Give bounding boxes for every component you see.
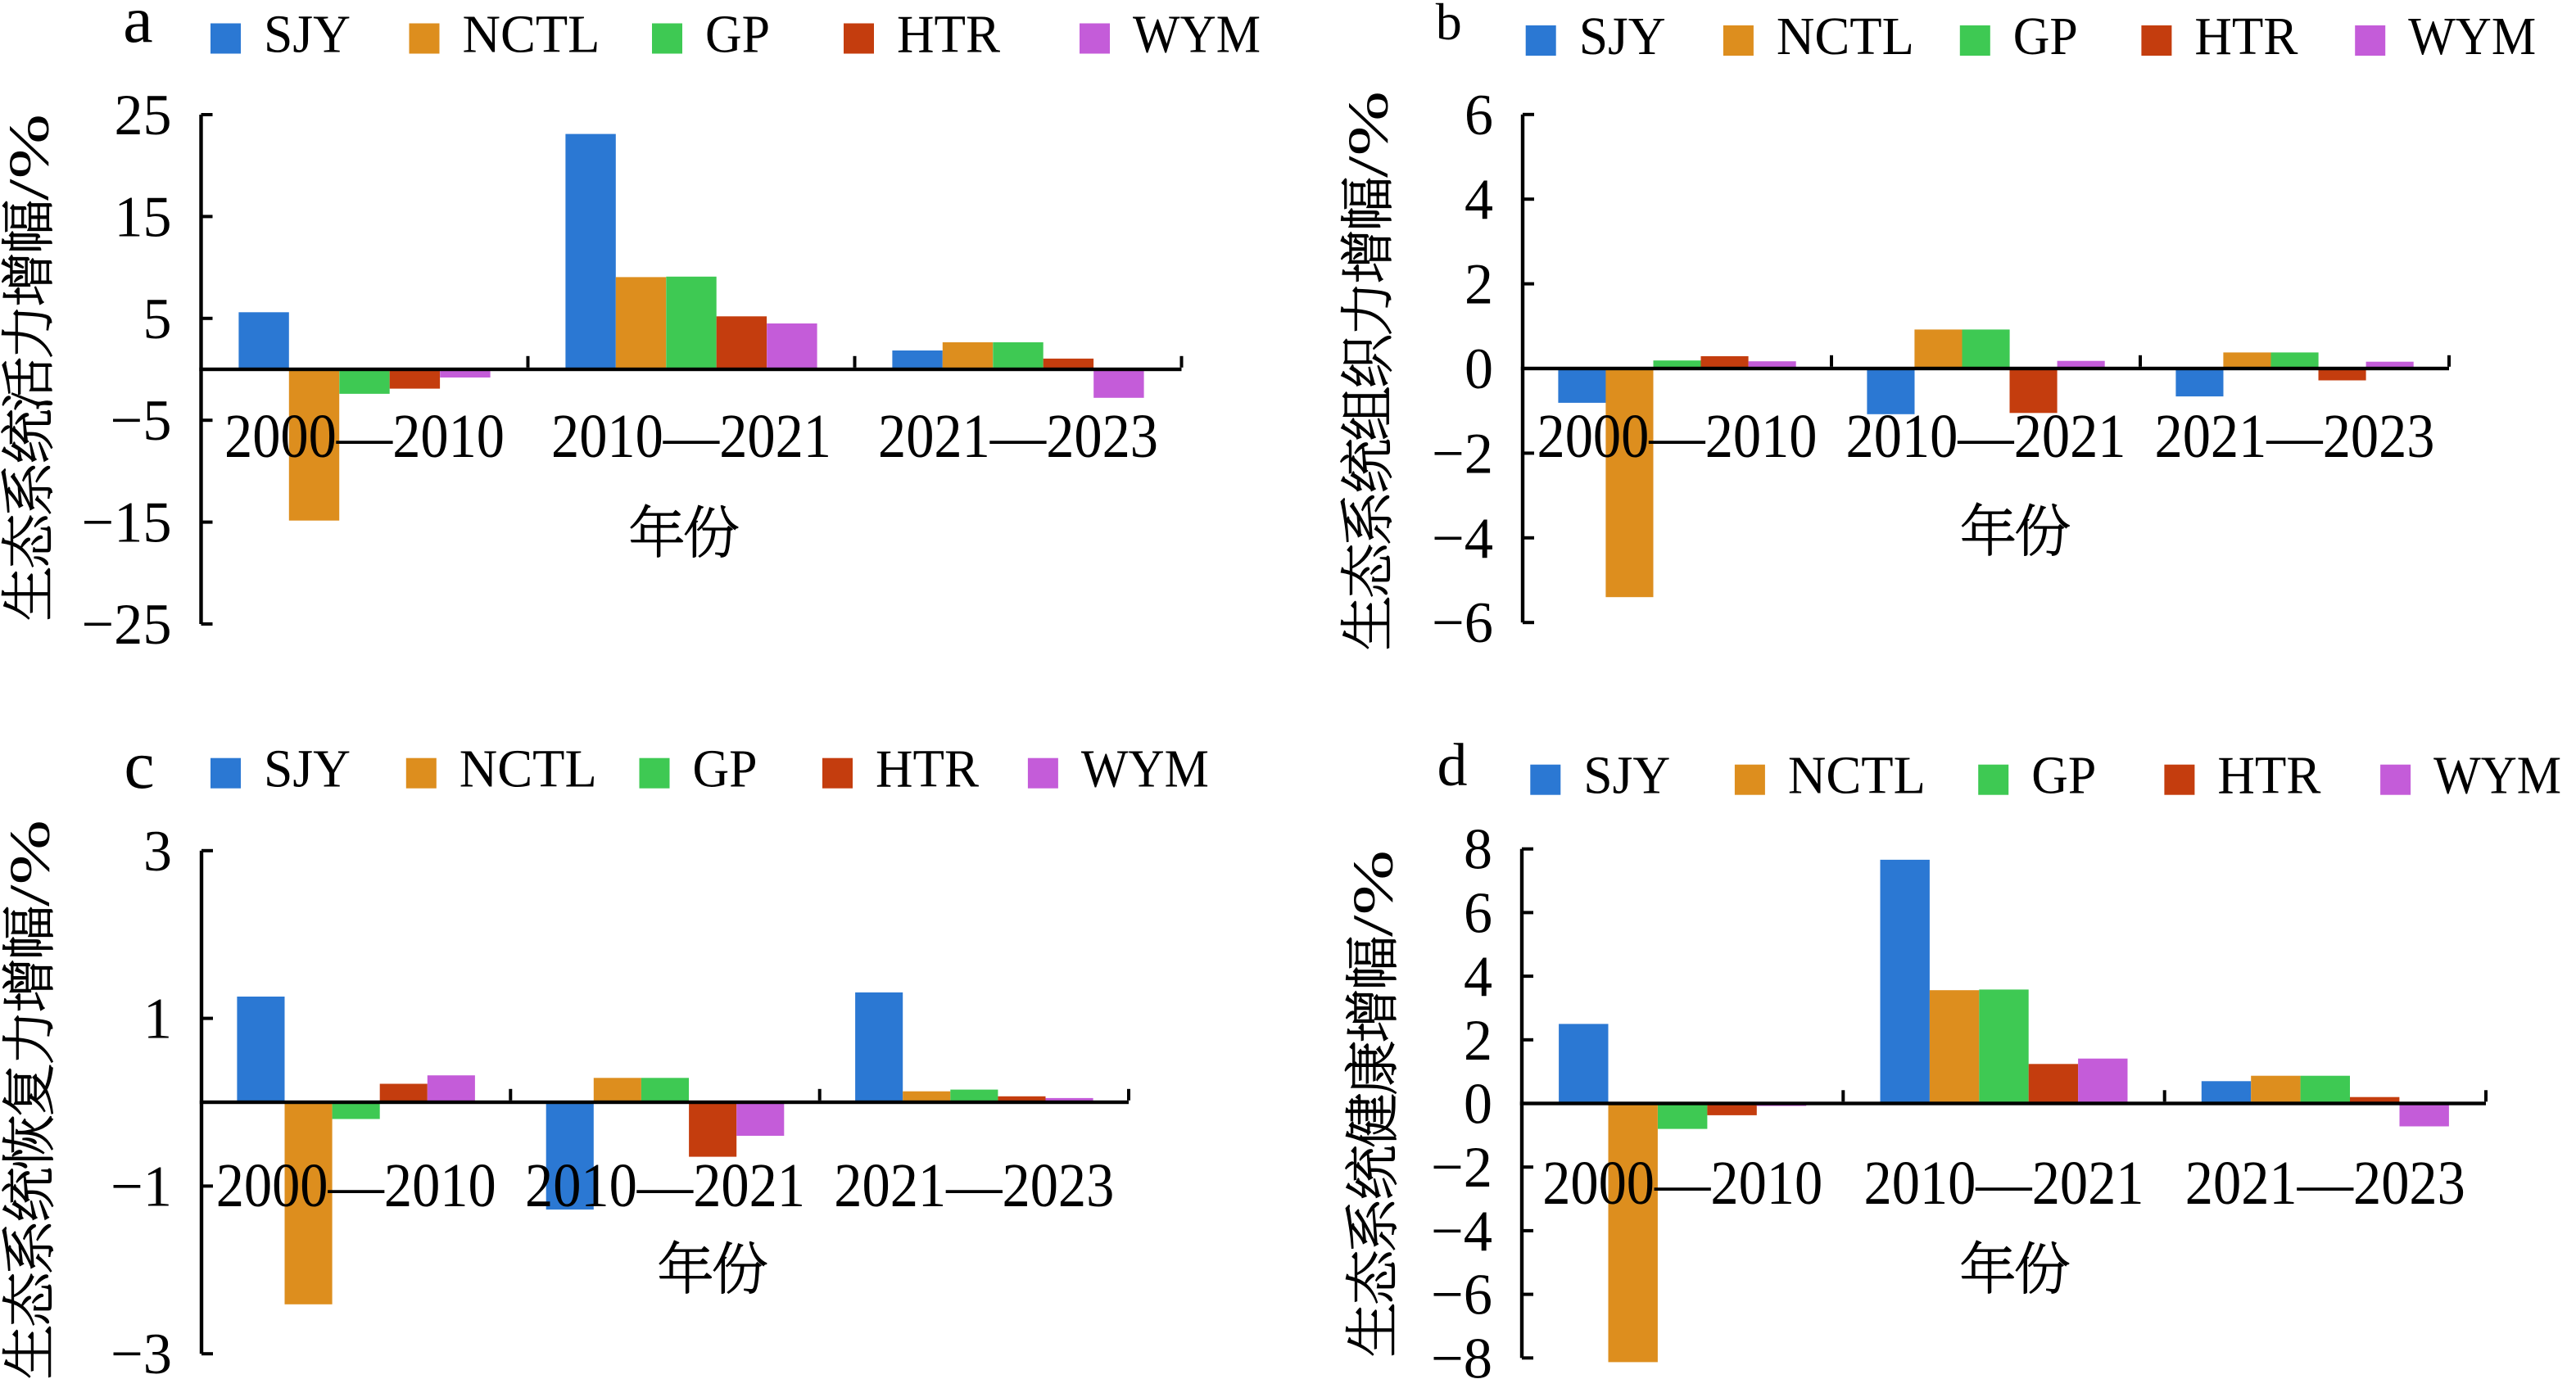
svg-text:4: 4 (1465, 168, 1493, 232)
svg-text:2000—2010: 2000—2010 (224, 402, 505, 471)
svg-text:5: 5 (143, 287, 172, 351)
svg-text:−2: −2 (1431, 1136, 1492, 1200)
svg-text:GP: GP (2013, 7, 2078, 66)
svg-text:−25: −25 (82, 593, 172, 657)
svg-text:GP: GP (2031, 746, 2096, 806)
svg-text:2021—2023: 2021—2023 (2155, 402, 2435, 471)
svg-text:d: d (1437, 732, 1468, 799)
svg-text:2021—2023: 2021—2023 (834, 1151, 1114, 1220)
svg-text:2021—2023: 2021—2023 (878, 402, 1158, 471)
svg-text:6: 6 (1464, 881, 1492, 945)
svg-text:b: b (1436, 0, 1462, 51)
svg-text:−15: −15 (82, 491, 172, 555)
svg-text:2010—2021: 2010—2021 (525, 1151, 805, 1220)
svg-text:/%: /% (0, 114, 61, 201)
svg-text:NCTL: NCTL (460, 739, 597, 799)
svg-text:NCTL: NCTL (463, 5, 600, 65)
svg-text:HTR: HTR (897, 5, 1000, 65)
svg-text:/%: /% (0, 820, 61, 907)
svg-text:15: 15 (115, 185, 172, 249)
svg-text:2: 2 (1464, 1009, 1492, 1073)
svg-text:GP: GP (693, 739, 758, 799)
svg-text:3: 3 (143, 820, 172, 884)
svg-text:−6: −6 (1431, 1264, 1492, 1327)
svg-text:4: 4 (1464, 945, 1492, 1009)
svg-text:0: 0 (1464, 1073, 1492, 1137)
svg-text:−3: −3 (111, 1322, 172, 1379)
svg-text:SJY: SJY (264, 5, 351, 65)
svg-text:WYM: WYM (1133, 5, 1261, 65)
svg-text:SJY: SJY (264, 739, 351, 799)
svg-text:2010—2021: 2010—2021 (1846, 402, 2126, 471)
svg-text:1: 1 (143, 988, 172, 1051)
svg-text:−6: −6 (1432, 591, 1493, 655)
svg-text:2: 2 (1465, 253, 1493, 317)
svg-text:SJY: SJY (1583, 746, 1670, 806)
svg-text:HTR: HTR (876, 739, 979, 799)
svg-text:c: c (124, 727, 154, 803)
svg-text:6: 6 (1465, 84, 1493, 147)
svg-text:−4: −4 (1431, 1200, 1492, 1264)
svg-text:2000—2010: 2000—2010 (1537, 402, 1818, 471)
svg-text:SJY: SJY (1579, 7, 1666, 66)
svg-text:2010—2021: 2010—2021 (551, 402, 831, 471)
svg-text:2000—2010: 2000—2010 (216, 1151, 496, 1220)
svg-text:/%: /% (1342, 850, 1405, 937)
svg-text:HTR: HTR (2217, 746, 2320, 806)
svg-text:NCTL: NCTL (1777, 7, 1914, 66)
svg-text:−1: −1 (111, 1155, 172, 1218)
svg-text:8: 8 (1464, 818, 1492, 882)
svg-text:−2: −2 (1432, 422, 1493, 486)
svg-text:2000—2010: 2000—2010 (1542, 1149, 1822, 1218)
svg-text:HTR: HTR (2194, 7, 2298, 66)
svg-text:a: a (123, 0, 152, 57)
svg-text:2021—2023: 2021—2023 (2185, 1149, 2465, 1218)
svg-text:WYM: WYM (2433, 746, 2561, 806)
svg-text:−4: −4 (1432, 507, 1493, 571)
svg-text:−5: −5 (111, 389, 172, 453)
svg-text:WYM: WYM (1081, 739, 1209, 799)
svg-text:NCTL: NCTL (1788, 746, 1926, 806)
svg-text:GP: GP (705, 5, 770, 65)
svg-text:/%: /% (1337, 91, 1400, 178)
svg-text:−8: −8 (1431, 1327, 1492, 1379)
svg-text:WYM: WYM (2408, 7, 2536, 66)
svg-text:2010—2021: 2010—2021 (1864, 1149, 2144, 1218)
svg-text:25: 25 (115, 84, 172, 147)
svg-text:0: 0 (1465, 337, 1493, 401)
